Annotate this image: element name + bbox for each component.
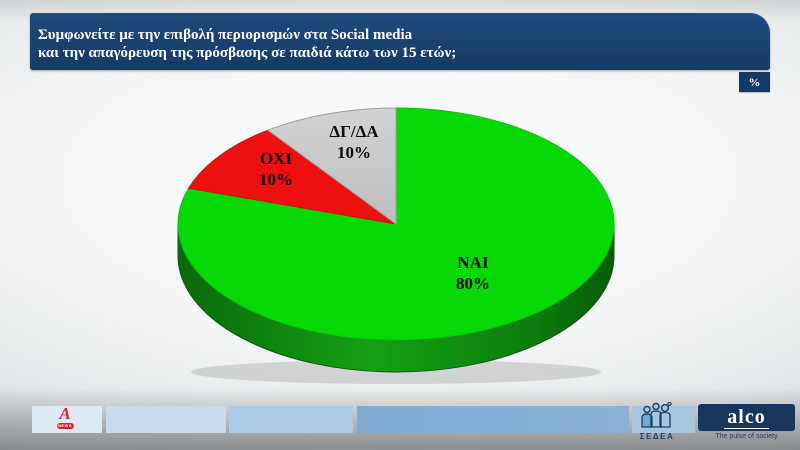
slice-value-nai: 80% <box>456 274 490 293</box>
percent-unit-badge: % <box>739 72 770 92</box>
question-title-bar: Συμφωνείτε με την επιβολή περιορισμών στ… <box>30 13 770 70</box>
sedea-logo: ΣΕΔΕΑ <box>634 401 680 441</box>
footer-bar-segment-2 <box>106 406 226 433</box>
slice-label-dgda: ΔΓ/ΔΑ 10% <box>329 121 378 163</box>
question-line-2: και την απαγόρευση της πρόσβασης σε παιδ… <box>38 45 457 61</box>
question-line-1: Συμφωνείτε με την επιβολή περιορισμών στ… <box>38 27 413 43</box>
pie-slice-oxi <box>187 129 397 225</box>
sedea-people-icon <box>641 401 672 428</box>
sedea-label: ΣΕΔΕΑ <box>639 432 675 441</box>
slice-name-nai: ΝΑΙ <box>457 253 489 272</box>
alco-name: alco <box>724 407 769 429</box>
slice-name-dgda: ΔΓ/ΔΑ <box>329 122 379 141</box>
slice-label-oxi: ΟΧΙ 10% <box>259 148 293 190</box>
pie-slice-dgda <box>266 107 397 225</box>
alpha-news-logo: A NEWS <box>52 405 78 429</box>
slice-value-dgda: 10% <box>336 143 371 162</box>
slice-name-oxi: ΟΧΙ <box>259 149 293 168</box>
slice-value-oxi: 10% <box>259 170 293 189</box>
alpha-news-badge: NEWS <box>56 423 74 429</box>
footer-bar-segment-3 <box>229 406 353 433</box>
alco-logo: alco <box>698 404 795 431</box>
alpha-letter-icon: A <box>59 404 71 423</box>
footer-bar-segment-4 <box>357 406 629 433</box>
slice-label-nai: ΝΑΙ 80% <box>456 252 490 294</box>
alco-tagline: The pulse of society <box>715 433 778 440</box>
